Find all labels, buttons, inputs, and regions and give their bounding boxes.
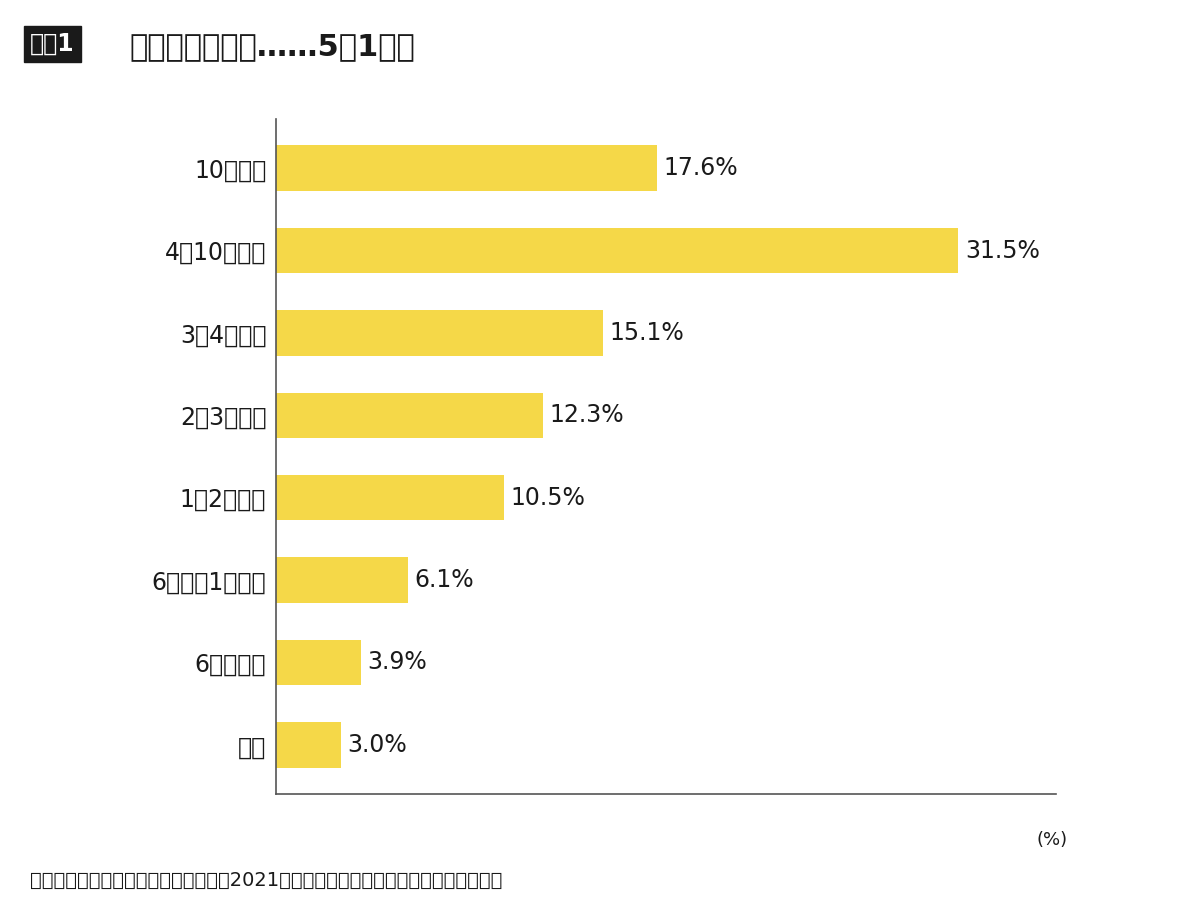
Text: 10.5%: 10.5%	[510, 486, 584, 509]
Bar	[276, 228, 959, 273]
Text: 17.6%: 17.6%	[664, 156, 738, 180]
Bar	[276, 145, 658, 191]
Text: 3.0%: 3.0%	[348, 733, 407, 757]
Bar	[276, 393, 542, 438]
Bar	[276, 722, 341, 768]
Text: 介護期間の平均……5年1カ月: 介護期間の平均……5年1カ月	[130, 32, 415, 61]
Text: 15.1%: 15.1%	[610, 320, 684, 345]
Text: (%): (%)	[1037, 831, 1068, 849]
Bar	[276, 558, 408, 603]
Text: 31.5%: 31.5%	[965, 238, 1040, 263]
Text: 6.1%: 6.1%	[415, 568, 474, 593]
Bar	[276, 640, 360, 685]
Text: 3.9%: 3.9%	[367, 650, 427, 675]
Bar	[276, 475, 504, 520]
Bar	[276, 310, 604, 355]
Text: 図表1: 図表1	[30, 32, 74, 56]
Text: 12.3%: 12.3%	[550, 404, 624, 427]
Text: 公益財団法人生命保険文化センター「2021年度生命保険に関する全国実態調査」より: 公益財団法人生命保険文化センター「2021年度生命保険に関する全国実態調査」より	[30, 871, 503, 890]
